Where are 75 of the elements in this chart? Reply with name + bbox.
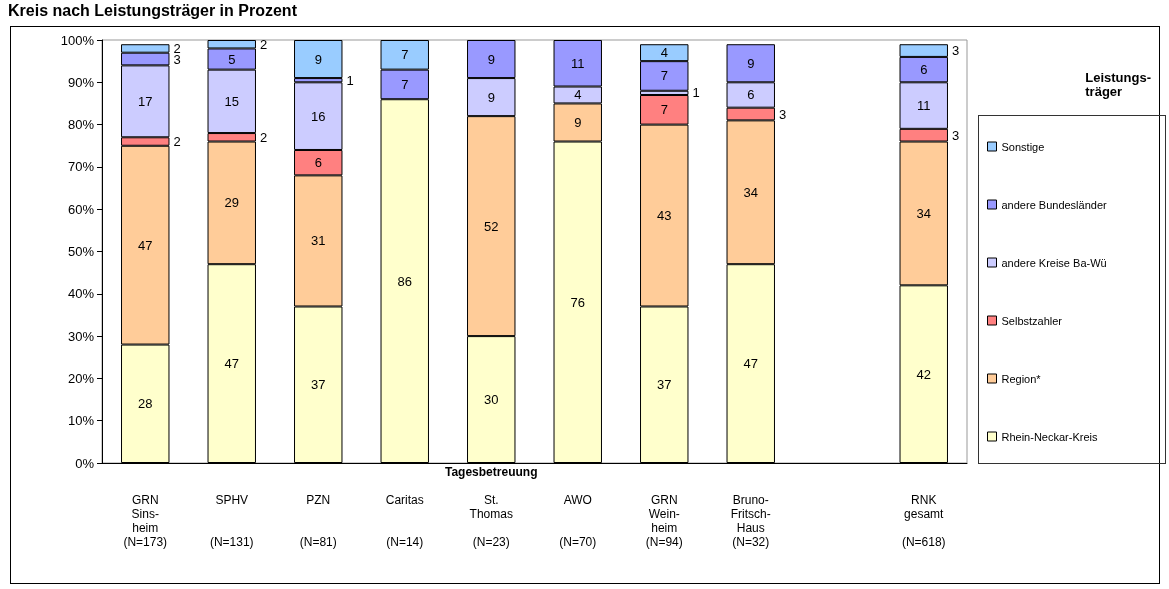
legend-label: Rhein-Neckar-Kreis (1001, 430, 1098, 443)
y-tick-label: 60% (67, 201, 95, 217)
data-label: 28 (138, 396, 153, 412)
y-tick-label: 10% (67, 413, 95, 429)
data-label: 2 (173, 134, 181, 150)
data-label: 6 (920, 62, 928, 78)
data-label: 52 (484, 218, 499, 234)
data-label: 76 (570, 294, 585, 310)
data-label: 2 (259, 36, 268, 52)
data-label: 7 (401, 76, 409, 92)
x-tick-label: GRN Sins- heim (N=173) (123, 493, 168, 549)
data-label: 15 (224, 93, 239, 109)
y-tick-label: 70% (67, 159, 95, 175)
data-label: 47 (224, 356, 239, 372)
category-label: PZN (N=81) (299, 493, 337, 549)
data-label: 7 (660, 102, 668, 118)
category-label: Caritas (N=14) (385, 493, 424, 549)
data-label: 47 (138, 237, 153, 253)
legend-label: andere Bundesländer (1001, 198, 1108, 211)
legend-label: Sonstige (1001, 140, 1045, 153)
data-label: 9 (574, 114, 582, 130)
x-tick-label: St. Thomas (N=23) (469, 493, 513, 549)
data-label: 34 (743, 184, 758, 200)
data-label: 42 (916, 366, 931, 382)
chart-title: Kreis nach Leistungsträger in Prozent (8, 2, 297, 20)
data-label: 43 (657, 208, 672, 224)
data-label: 34 (916, 205, 931, 221)
legend-label: Selbstzahler (1001, 314, 1063, 327)
data-label: 1 (692, 85, 700, 101)
legend-title: Leistungs- träger (1085, 69, 1152, 99)
x-axis-title: Tagesbetreuung (445, 465, 538, 479)
data-label: 30 (484, 392, 499, 408)
data-label: 37 (657, 377, 672, 393)
data-label: 4 (660, 45, 668, 61)
x-tick-label: Bruno- Fritsch- Haus (N=32) (730, 493, 771, 549)
data-label: 37 (311, 377, 326, 393)
x-tick-label: RNK gesamt (N=618) (901, 493, 946, 549)
data-label: 3 (951, 127, 960, 143)
y-tick-label: 90% (67, 74, 95, 90)
y-tick-label: 40% (67, 286, 95, 302)
data-label: 5 (228, 51, 236, 67)
data-label: 4 (574, 87, 582, 103)
data-label: 9 (487, 51, 495, 67)
data-label: 47 (743, 356, 758, 372)
category-label: SPHV (N=131) (209, 493, 254, 549)
y-tick-label: 80% (67, 117, 95, 133)
legend-label: andere Kreise Ba-Wü (1001, 256, 1107, 269)
data-label: 7 (660, 68, 668, 84)
data-label: 1 (346, 72, 354, 88)
data-label: 6 (314, 155, 322, 171)
data-label: 31 (311, 233, 326, 249)
data-label: 6 (747, 87, 755, 103)
y-tick-label: 0% (75, 455, 95, 471)
data-label: 11 (917, 98, 931, 114)
bar (294, 40, 343, 79)
data-label: 29 (224, 195, 239, 211)
legend-label: Region* (1001, 372, 1042, 385)
data-label: 2 (259, 129, 268, 145)
data-label: 2 (173, 40, 181, 56)
data-label: 3 (951, 43, 960, 59)
data-label: 11 (571, 55, 585, 71)
data-label: 9 (314, 51, 322, 67)
y-tick-label: 20% (67, 370, 95, 386)
data-label: 9 (487, 89, 495, 105)
data-label: 9 (747, 55, 755, 71)
x-tick-label: GRN Wein- heim (N=94) (645, 493, 683, 549)
category-label: AWO (N=70) (559, 493, 597, 549)
y-tick-label: 30% (67, 328, 95, 344)
data-label: 17 (138, 93, 153, 109)
data-label: 16 (311, 108, 326, 124)
y-tick-label: 100% (60, 32, 95, 48)
data-label: 7 (401, 47, 409, 63)
y-tick-label: 50% (67, 244, 95, 259)
data-label: 3 (778, 106, 787, 122)
data-label: 86 (397, 273, 412, 289)
